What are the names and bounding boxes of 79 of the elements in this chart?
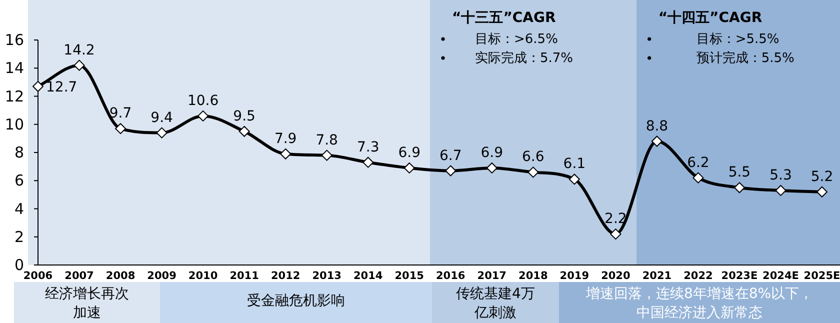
x-tick-label: 2009 xyxy=(147,270,176,282)
data-label: 9.7 xyxy=(109,106,132,122)
data-label: 6.2 xyxy=(687,154,710,171)
text: 受金融危机影响 xyxy=(247,293,345,309)
x-tick-label: 2008 xyxy=(106,270,136,282)
y-tick-label: 0 xyxy=(14,256,24,274)
point xyxy=(404,162,415,174)
x-tick-label: 2019 xyxy=(560,270,590,282)
point xyxy=(238,126,250,137)
x-tick-label: 2012 xyxy=(270,270,300,282)
y-tick-label: 6 xyxy=(14,172,24,190)
point xyxy=(528,166,539,178)
y-tick-label: 14 xyxy=(4,59,24,78)
x-tick-label: 2014 xyxy=(353,270,383,282)
point xyxy=(362,156,374,168)
data-label: 2.2 xyxy=(604,211,627,228)
point xyxy=(486,162,498,174)
data-label: 12.7 xyxy=(46,79,78,96)
x-tick-label: 2020 xyxy=(601,270,630,282)
data-label: 5.2 xyxy=(810,168,834,185)
x-tick-label: 2023E xyxy=(721,270,758,282)
x-tick-label: 2007 xyxy=(64,270,94,282)
y-tick-label: 8 xyxy=(14,144,24,162)
x-tick-label: 2021 xyxy=(642,270,672,282)
data-label: 5.5 xyxy=(728,164,751,181)
y-tick-label: 10 xyxy=(4,115,24,134)
point xyxy=(74,60,85,71)
data-label: 14.2 xyxy=(64,42,95,58)
data-label: 6.9 xyxy=(480,144,504,161)
data-label: 6.6 xyxy=(522,149,544,166)
band-label: “十四五”CAGR xyxy=(658,10,762,26)
x-tick-label: 2015 xyxy=(394,270,424,282)
y-tick-label: 16 xyxy=(4,31,24,49)
point xyxy=(610,228,622,240)
data-label: 10.6 xyxy=(187,92,219,109)
annotation: 实际完成：5.7% xyxy=(475,50,574,66)
data-label: 6.9 xyxy=(398,144,420,161)
y-tick-label: 4 xyxy=(14,200,24,218)
x-tick-label: 2013 xyxy=(312,270,342,282)
x-tick-label: 2022 xyxy=(684,270,713,282)
x-tick-label: 2025E xyxy=(804,270,840,282)
point xyxy=(156,127,168,138)
x-tick-label: 2010 xyxy=(188,270,218,282)
data-label: 5.3 xyxy=(770,167,792,184)
point xyxy=(568,174,580,185)
text: 增速回落，连续8年增速在8%以下，中国经济进入新常态 xyxy=(584,286,814,321)
data-label: 7.3 xyxy=(356,139,380,156)
point xyxy=(32,80,44,92)
x-tick-label: 2016 xyxy=(436,270,466,282)
point xyxy=(445,165,456,176)
data-label: 8.8 xyxy=(646,118,668,134)
data-label: 9.5 xyxy=(233,108,256,124)
annotation: 预计完成：5.5% xyxy=(696,50,794,66)
text: 经济增长再次加速 xyxy=(45,286,129,321)
point xyxy=(775,184,786,196)
y-tick-label: 2 xyxy=(14,228,24,246)
band-label: “十三五”CAGR xyxy=(452,10,556,26)
annotation: 目标：>5.5% xyxy=(696,32,780,47)
point xyxy=(115,123,126,134)
data-label: 7.9 xyxy=(274,130,297,147)
point xyxy=(280,148,292,160)
x-tick-label: 2024E xyxy=(762,270,799,282)
data-label: 7.8 xyxy=(316,132,338,148)
data-label: 9.4 xyxy=(150,110,174,126)
point xyxy=(651,136,662,147)
x-tick-label: 2018 xyxy=(518,270,548,282)
y-tick-label: 12 xyxy=(4,87,24,106)
point xyxy=(816,186,828,198)
point xyxy=(321,150,332,161)
data-label: 6.1 xyxy=(563,156,586,172)
x-tick-label: 2017 xyxy=(477,270,507,282)
text: 传统基建4万亿刺激 xyxy=(456,286,535,321)
annotation: 目标：>6.5% xyxy=(475,32,558,47)
point xyxy=(692,172,704,184)
point xyxy=(734,182,745,194)
point xyxy=(198,110,209,122)
x-tick-label: 2006 xyxy=(23,270,53,282)
data-label: 6.7 xyxy=(440,148,462,164)
x-tick-label: 2011 xyxy=(230,270,259,282)
